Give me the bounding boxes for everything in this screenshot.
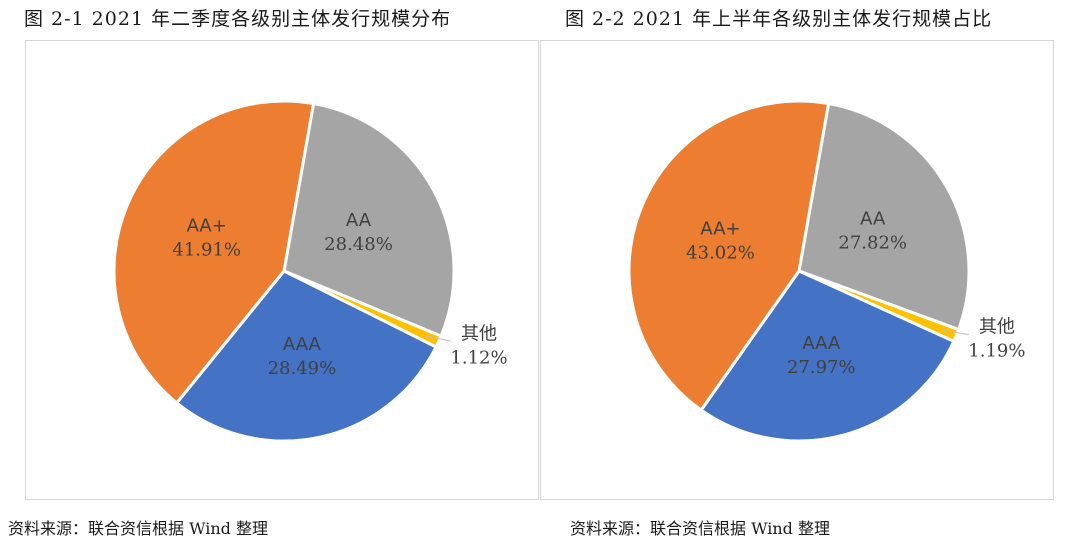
pie-slice-aaa [699,269,956,443]
slice-label-aa: AA [860,209,886,230]
slice-value-aa: 28.48% [324,234,393,255]
source-note-right: 资料来源：联合资信根据 Wind 整理 [570,519,831,538]
leader-line-other [943,329,969,336]
pie-chart-panel-left: AA 28.48% 其他 1.12% AAA 28.49% AA+ 41.91% [25,40,539,500]
leader-line-other [426,335,452,342]
pie-slice-aa [797,102,971,332]
slice-value-aa-plus: 43.02% [686,242,755,263]
slice-label-aa-plus: AA+ [187,216,227,237]
slice-label-other: 其他 [979,317,1015,338]
figure-title-right: 图 2-2 2021 年上半年各级别主体发行规模占比 [565,8,993,30]
slice-value-other: 1.12% [450,347,507,368]
slice-value-aa: 27.82% [838,233,907,254]
slice-label-aa-plus: AA+ [700,218,740,239]
slice-label-other: 其他 [461,323,497,344]
slice-label-aaa: AAA [802,333,841,354]
pie-chart-right: AA 27.82% 其他 1.19% AAA 27.97% AA+ 43.02% [627,99,1025,443]
slice-value-other: 1.19% [968,341,1025,362]
slice-label-aa: AA [346,210,372,231]
pie-chart-panel-right: AA 27.82% 其他 1.19% AAA 27.97% AA+ 43.02% [540,40,1054,500]
slice-label-aaa: AAA [283,334,322,355]
pie-slice-aa-plus [627,99,831,412]
figure-title-left: 图 2-1 2021 年二季度各级别主体发行规模分布 [24,8,452,30]
pie-slice-aaa [175,269,438,443]
pie-slice-aa [282,102,456,338]
slice-value-aa-plus: 41.91% [172,240,241,261]
source-note-left: 资料来源：联合资信根据 Wind 整理 [8,519,269,538]
slice-value-aaa: 28.49% [268,358,337,379]
slice-value-aaa: 27.97% [787,357,856,378]
pie-chart-left: AA 28.48% 其他 1.12% AAA 28.49% AA+ 41.91% [112,99,508,443]
pie-slice-aa-plus [112,99,316,405]
